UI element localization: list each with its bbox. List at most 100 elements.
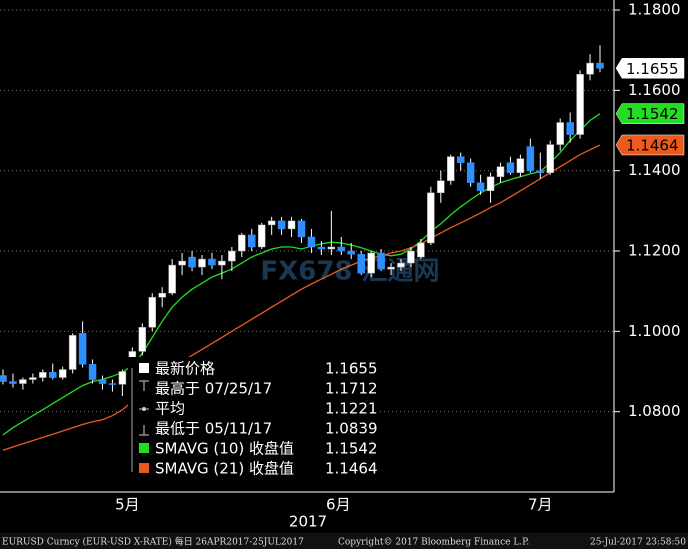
candle-body	[19, 379, 27, 384]
candle-body	[466, 162, 475, 183]
candle-body	[496, 166, 505, 177]
candle-body	[49, 372, 57, 378]
x-tick-label: 7月	[528, 496, 553, 514]
candle-body	[58, 369, 67, 378]
candle-body	[417, 242, 425, 258]
candle-body	[387, 266, 395, 270]
candle-body	[0, 375, 7, 382]
y-tick-label: 1.1200	[628, 242, 681, 260]
candle-body	[218, 260, 226, 266]
candle-body	[148, 296, 156, 328]
legend-value: 1.1655	[325, 360, 378, 378]
candle-body	[248, 234, 256, 248]
candle-body	[586, 62, 594, 75]
value-tag	[615, 103, 685, 124]
candle-body	[297, 220, 306, 238]
candle-body	[447, 156, 455, 181]
legend-label: 最低于 05/11/17	[155, 420, 272, 438]
candle-body	[566, 122, 574, 135]
footer-band	[0, 533, 688, 549]
candle-body	[407, 250, 415, 264]
legend-icon	[139, 380, 149, 391]
value-tag-label: 1.1655	[626, 60, 679, 78]
candle-body	[158, 292, 166, 298]
candle-body	[178, 260, 186, 266]
candle-body	[526, 146, 535, 171]
candle-body	[546, 144, 554, 173]
x-tick-label: 6月	[326, 496, 351, 514]
candle-body	[78, 333, 87, 365]
legend-label: SMAVG (10) 收盘值	[155, 440, 294, 458]
legend-value: 1.1712	[325, 380, 378, 398]
candle-body	[198, 258, 206, 268]
y-tick-label: 1.1600	[628, 81, 681, 99]
value-tag-label: 1.1542	[626, 105, 679, 123]
candle-body	[29, 377, 37, 380]
candle-body	[506, 162, 515, 173]
candle-body	[208, 258, 216, 266]
x-tick-label: 5月	[115, 496, 140, 514]
candle-body	[327, 246, 336, 250]
candle-body	[68, 335, 77, 370]
legend-box	[128, 357, 380, 482]
plot	[0, 45, 604, 451]
candle-body	[367, 252, 375, 274]
candle-body	[9, 381, 17, 384]
candle-body	[168, 264, 176, 294]
candle-body	[118, 371, 127, 385]
candle-body	[307, 236, 316, 248]
candle-body	[427, 192, 435, 244]
legend-icon	[142, 407, 146, 411]
candle-body	[228, 250, 236, 262]
candle-body	[437, 180, 445, 194]
candle-body	[347, 250, 355, 255]
footer-right: 25-Jul-2017 23:58:50	[590, 538, 686, 548]
candle-body	[357, 253, 365, 274]
candle-body	[476, 182, 485, 192]
candle-body	[377, 252, 385, 270]
candle-body	[337, 246, 346, 252]
y-tick-label: 1.1000	[628, 322, 681, 340]
candle-body	[138, 327, 147, 352]
value-tag-label: 1.1464	[626, 136, 679, 154]
value-tag	[615, 58, 685, 79]
candle-body	[516, 158, 525, 173]
legend-label: SMAVG (21) 收盘值	[155, 460, 294, 478]
candle-body	[257, 224, 266, 248]
footer-left: EURUSD Curncy (EUR-USD X-RATE) 每日 26APR2…	[2, 536, 304, 548]
candle-body	[596, 62, 604, 69]
y-tick-label: 1.0800	[628, 402, 681, 420]
x-year-label: 2017	[289, 513, 327, 531]
legend-icon	[139, 425, 149, 436]
candle-body	[267, 220, 276, 226]
legend-icon	[139, 363, 149, 373]
legend-label: 最新价格	[155, 360, 215, 378]
candle-body	[556, 122, 564, 145]
candle-body	[238, 234, 246, 252]
legend-value: 1.1464	[325, 460, 378, 478]
legend: 最新价格 1.1655 最高于 07/25/17 1.1712 平均 1.1221 最低于 …	[128, 357, 380, 482]
candle-body	[88, 364, 97, 380]
legend-icon	[139, 443, 149, 453]
legend-label: 最高于 07/25/17	[155, 380, 272, 398]
candle-body	[188, 256, 196, 268]
candle-body	[456, 156, 465, 163]
value-tag	[615, 134, 685, 156]
candle-body	[317, 246, 326, 250]
candle-body	[397, 262, 405, 268]
footer-center: Copyright© 2017 Bloomberg Finance L.P.	[338, 538, 529, 548]
legend-value: 1.0839	[325, 420, 378, 438]
legend-label: 平均	[155, 400, 185, 418]
legend-icon	[139, 463, 149, 473]
legend-value: 1.1542	[325, 440, 378, 458]
candle-body	[108, 383, 117, 385]
y-tick-label: 1.1800	[628, 1, 681, 19]
candle-body	[277, 220, 286, 230]
legend-value: 1.1221	[325, 400, 378, 418]
candle-body	[486, 176, 495, 192]
candle-body	[576, 74, 584, 135]
candle-body	[98, 379, 107, 384]
sma-line	[2, 144, 601, 451]
y-tick-label: 1.1400	[628, 161, 681, 179]
